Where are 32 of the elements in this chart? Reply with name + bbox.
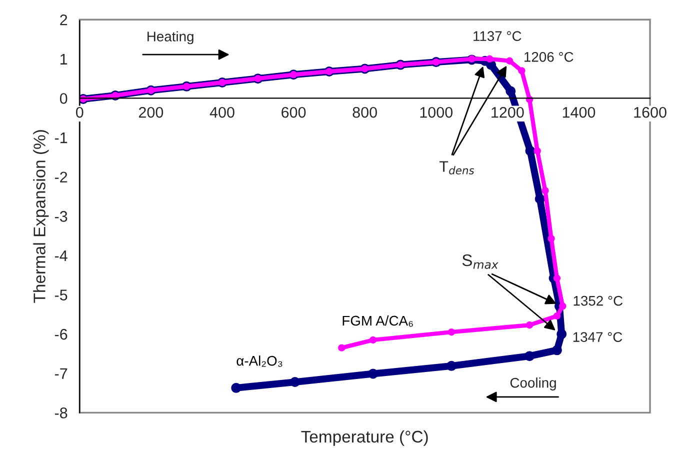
x-tick-label: 1200 xyxy=(492,106,524,118)
x-tick-label: 1000 xyxy=(420,106,453,118)
y-tick-label: 0 xyxy=(60,93,68,104)
x-tick-label: 1600 xyxy=(634,106,666,118)
y-tick-label: -7 xyxy=(54,368,68,379)
x-tick-label: 0 xyxy=(76,106,84,118)
y-tick-label: -3 xyxy=(54,211,68,222)
y-tick-label: 2 xyxy=(60,14,68,26)
x-tick-label: 600 xyxy=(282,106,306,118)
y-tick-label: 1 xyxy=(60,54,68,64)
x-tick-label: 200 xyxy=(138,106,164,118)
annotation: T$_{dens}$ xyxy=(439,161,474,174)
series-label: FGM A/CA₆ xyxy=(342,315,413,327)
x-tick-label: 1400 xyxy=(562,106,596,118)
annotation: 1347 °C xyxy=(573,332,622,342)
y-tick-label: -6 xyxy=(54,328,68,340)
annotation: Cooling xyxy=(510,378,556,390)
y-tick-label: -1 xyxy=(54,132,68,144)
y-axis-title: Thermal Expansion (%) xyxy=(33,130,49,303)
x-tick-label: 800 xyxy=(352,106,377,118)
y-tick-label: -4 xyxy=(54,250,68,261)
series-label: α-Al₂O₃ xyxy=(236,356,282,367)
y-tick-label: -2 xyxy=(54,172,68,182)
y-tick-label: -5 xyxy=(54,290,68,300)
x-axis-title: Temperature (°C) xyxy=(301,430,428,446)
annotation: 1137 °C xyxy=(474,31,522,41)
annotation: 1206 °C xyxy=(524,52,574,62)
annotation: S$_{max}$ xyxy=(462,254,498,269)
annotation: Heating xyxy=(148,31,194,44)
annotation: 1352 °C xyxy=(574,296,623,306)
y-tick-label: -8 xyxy=(54,408,68,418)
x-tick-label: 400 xyxy=(210,106,234,118)
